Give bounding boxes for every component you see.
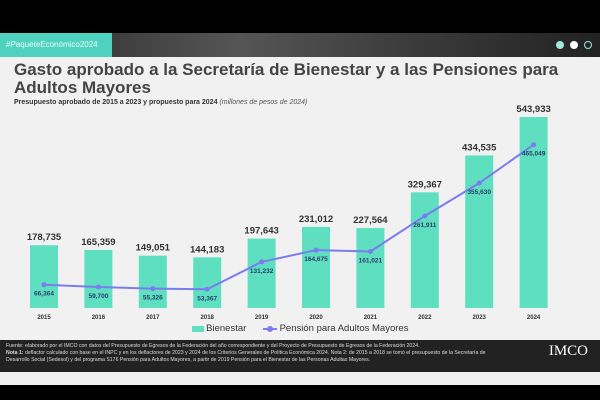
x-tick-label: 2019: [255, 315, 269, 321]
legend-label-pension: Pensión para Adultos Mayores: [279, 323, 409, 334]
legend-swatch-pension: [262, 325, 277, 332]
x-tick-label: 2016: [92, 315, 106, 321]
pension-label: 55,326: [143, 295, 163, 302]
bar-label: 434,535: [462, 142, 497, 153]
pension-label: 261,911: [413, 222, 437, 229]
bar-2024: [519, 117, 548, 308]
bar-2023: [465, 155, 494, 308]
bar-2015: [30, 245, 58, 308]
pension-point: [259, 259, 265, 265]
pension-point: [422, 213, 428, 219]
pension-point: [476, 180, 482, 186]
bar-label: 227,564: [353, 215, 388, 226]
x-tick-label: 2020: [309, 315, 323, 321]
dot-icon: [570, 41, 578, 49]
bar-2019: [247, 238, 276, 308]
banner: #PaqueteEconómico2024: [0, 33, 600, 57]
pension-label: 355,630: [467, 189, 491, 196]
pension-label: 131,232: [250, 268, 274, 275]
slide: #PaqueteEconómico2024 Gasto aprobado a l…: [0, 33, 600, 385]
legend-swatch-bienestar: [191, 325, 204, 332]
note-text: deflactor calculado con base en el INPC …: [6, 350, 486, 363]
pension-label: 465,049: [522, 151, 546, 158]
bar-label: 144,183: [190, 244, 224, 255]
bar-label: 329,367: [408, 179, 442, 190]
pension-line: [43, 143, 535, 291]
dot-icon: [584, 41, 592, 49]
bar-2016: [84, 249, 113, 308]
bar-2021: [356, 228, 385, 308]
pension-label: 161,021: [359, 257, 383, 264]
source-note: Fuente: elaborado por el IMCO con datos …: [6, 343, 420, 349]
x-tick-label: 2024: [527, 315, 541, 321]
subtitle-units: (millones de pesos de 2024): [219, 99, 308, 106]
chart-title: Gasto aprobado a la Secretaría de Bienes…: [14, 60, 559, 97]
bar-label: 165,359: [81, 237, 115, 248]
chart-subtitle: Presupuesto aprobado de 2015 a 2023 y pr…: [14, 99, 307, 106]
bar-2018: [193, 257, 222, 308]
pension-label: 66,364: [34, 291, 54, 298]
pension-point: [367, 248, 373, 254]
chart: 178,735 2015 165,359 2016 149,051 2017 144,183…: [27, 104, 551, 321]
x-tick-label: 2022: [418, 315, 432, 321]
x-tick-label: 2018: [201, 315, 215, 321]
footer: Fuente: elaborado por el IMCO con datos …: [0, 340, 600, 372]
pension-point: [150, 286, 156, 292]
hashtag: #PaqueteEconómico2024: [0, 33, 112, 57]
pension-point: [313, 247, 319, 253]
bar-label: 231,012: [299, 214, 333, 225]
bar-label: 149,051: [136, 243, 171, 254]
pension-label: 59,700: [88, 293, 108, 300]
pension-point: [531, 142, 537, 148]
pension-label: 53,367: [197, 295, 217, 302]
pension-label: 164,675: [304, 256, 328, 263]
bar-2022: [410, 192, 439, 308]
bar-2020: [302, 226, 330, 308]
pension-point: [41, 282, 47, 288]
dot-icon: [556, 41, 564, 49]
bar-label: 178,735: [27, 232, 62, 243]
pension-point: [204, 286, 210, 292]
bar-2017: [138, 255, 167, 308]
x-tick-label: 2017: [146, 315, 160, 321]
bar-label: 197,643: [244, 226, 278, 237]
legend-label-bienestar: Bienestar: [206, 323, 247, 334]
note-label: Nota 1:: [6, 350, 24, 356]
bar-label: 543,933: [516, 104, 550, 115]
x-tick-label: 2015: [37, 315, 51, 321]
pension-point: [95, 284, 101, 290]
subtitle-text: Presupuesto aprobado de 2015 a 2023 y pr…: [14, 99, 218, 106]
x-tick-label: 2023: [473, 315, 487, 321]
x-tick-label: 2021: [364, 315, 378, 321]
legend: Bienestar Pensión para Adultos Mayores: [0, 323, 600, 334]
imco-logo: IMCO: [548, 343, 588, 359]
